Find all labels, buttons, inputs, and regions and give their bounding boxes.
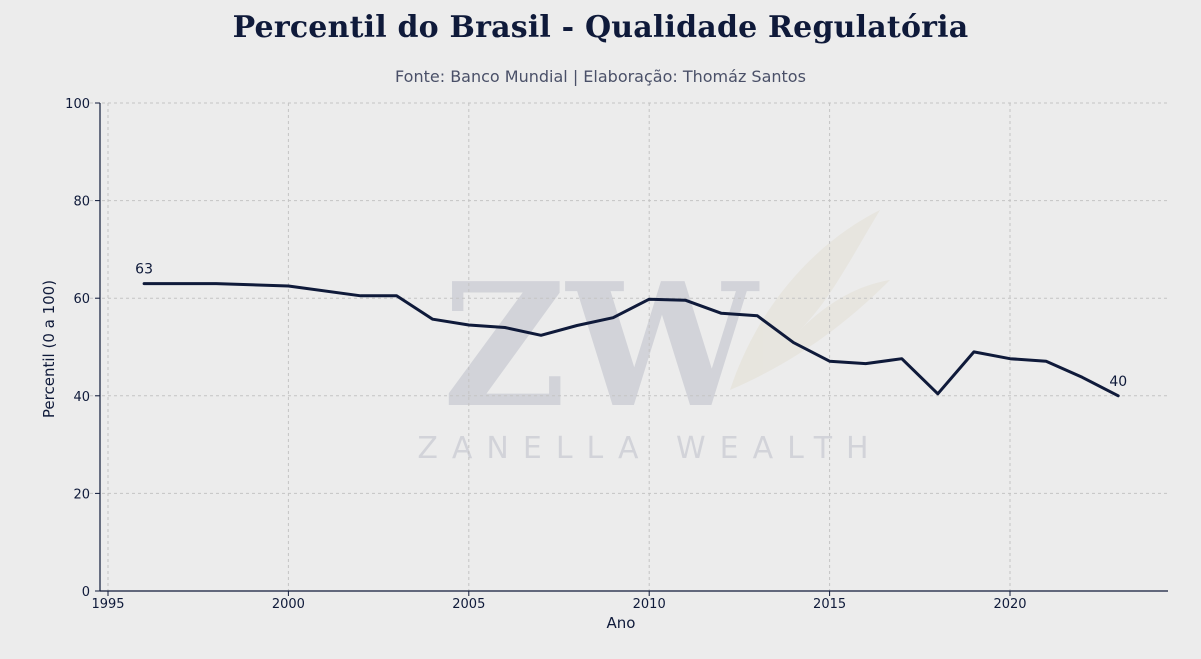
x-tick-label: 1995 — [91, 597, 124, 612]
y-tick-label: 100 — [65, 97, 90, 112]
y-tick-label: 20 — [73, 487, 90, 502]
x-axis-label: Ano — [607, 614, 636, 632]
y-tick-label: 0 — [82, 585, 90, 600]
watermark-wing — [730, 210, 890, 390]
x-tick-label: 2020 — [993, 597, 1026, 612]
y-tick-label: 60 — [73, 292, 90, 307]
x-tick-label: 2005 — [452, 597, 485, 612]
y-axis-label: Percentil (0 a 100) — [40, 280, 58, 418]
y-tick-label: 40 — [73, 390, 90, 405]
series-line — [142, 282, 1120, 398]
x-tick-label: 2015 — [813, 597, 846, 612]
y-tick-label: 80 — [73, 195, 90, 210]
x-tick-label: 2000 — [272, 597, 305, 612]
x-tick-label: 2010 — [633, 597, 666, 612]
data-label: 40 — [1109, 374, 1127, 390]
watermark-text: ZANELLA WEALTH — [417, 431, 882, 466]
watermark-monogram: ZW — [442, 246, 759, 446]
chart-subtitle: Fonte: Banco Mundial | Elaboração: Thomá… — [395, 67, 806, 86]
data-label: 63 — [135, 262, 153, 278]
chart-title: Percentil do Brasil - Qualidade Regulató… — [232, 10, 969, 45]
